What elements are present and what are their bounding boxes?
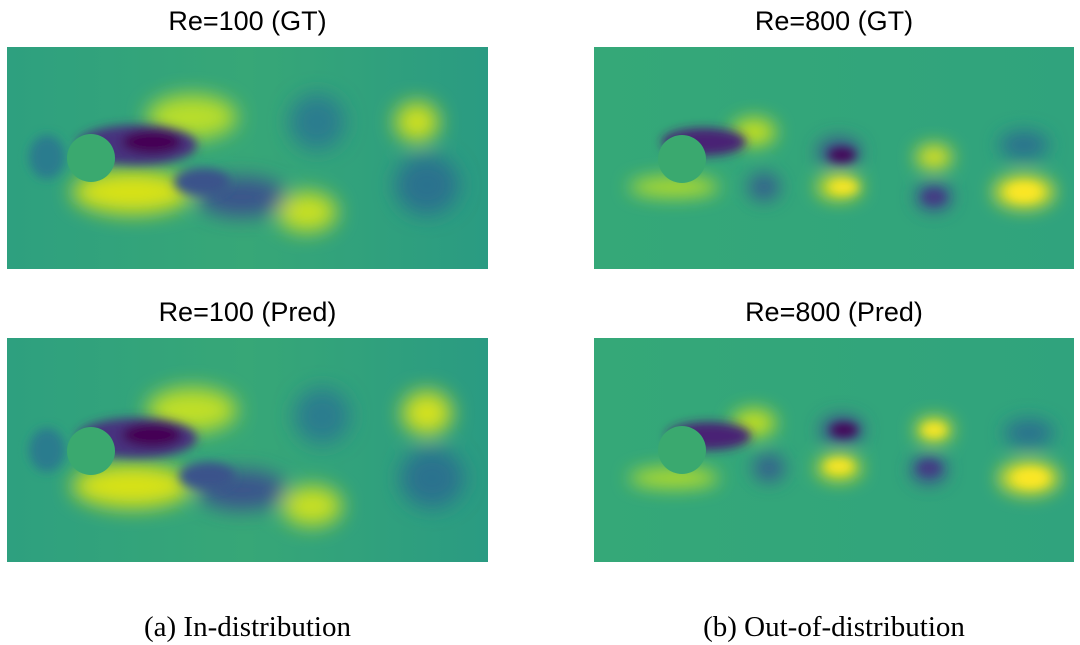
- panel-title-re100-gt: Re=100 (GT): [168, 6, 327, 36]
- caption-in-distribution: (a) In-distribution: [144, 611, 351, 643]
- vorticity-field-re800-gt: [594, 47, 1074, 269]
- caption-out-of-distribution: (b) Out-of-distribution: [703, 611, 965, 643]
- panel-title-re100-pred: Re=100 (Pred): [158, 297, 337, 327]
- vorticity-field-re100-pred: [7, 338, 488, 562]
- vorticity-field-re100-gt: [7, 47, 488, 269]
- panel-title-re800-gt: Re=800 (GT): [754, 6, 914, 36]
- panel-title-re800-pred: Re=800 (Pred): [745, 297, 923, 327]
- vorticity-field-re800-pred: [594, 338, 1074, 562]
